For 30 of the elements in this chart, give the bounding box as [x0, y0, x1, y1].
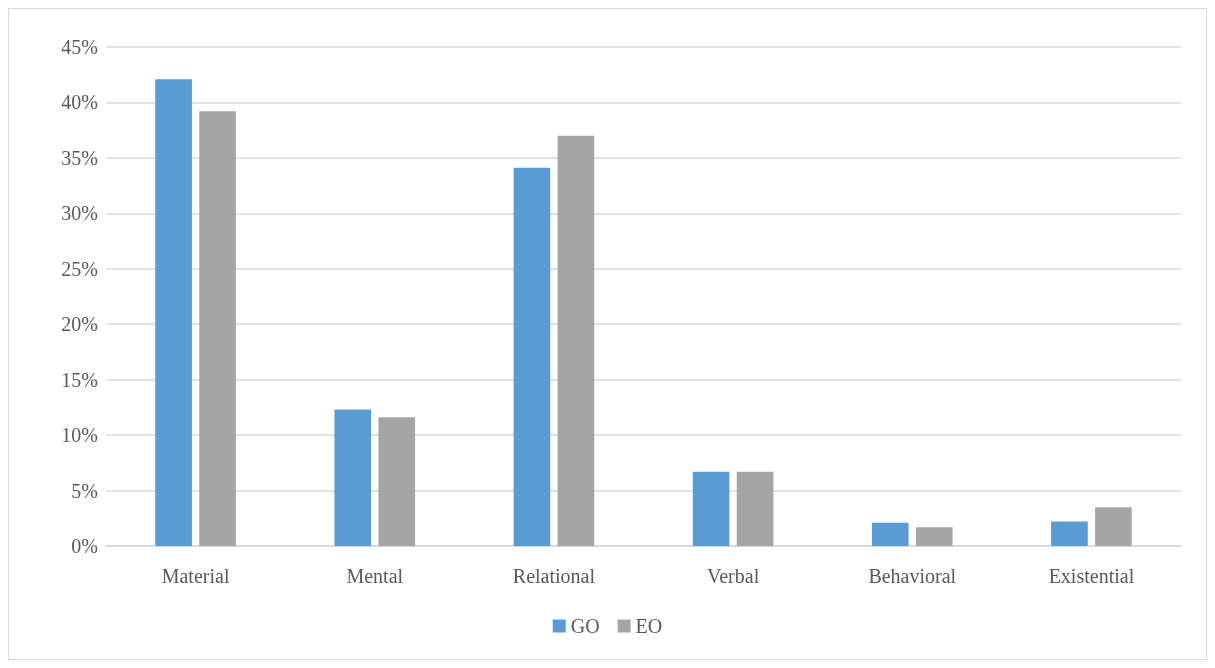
y-tick-label: 25% [61, 257, 98, 280]
bar [557, 135, 595, 546]
y-tick-label: 40% [61, 91, 98, 114]
bar [1051, 521, 1088, 546]
x-tick-label: Mental [346, 565, 404, 587]
x-tick-label: Relational [512, 565, 596, 587]
y-tick-label: 10% [61, 424, 98, 447]
bar [736, 471, 774, 546]
y-tick-label: 45% [61, 36, 98, 58]
bar [692, 471, 730, 546]
bar [334, 409, 372, 546]
bar [199, 111, 236, 546]
y-tick-label: 30% [61, 202, 98, 225]
bar [155, 79, 192, 546]
legend-label: EO [635, 615, 663, 637]
y-tick-label: 0% [71, 535, 98, 557]
x-tick-label: Existential [1048, 565, 1135, 587]
y-tick-label: 5% [71, 479, 98, 502]
bar [513, 167, 551, 546]
y-tick-label: 20% [61, 313, 98, 336]
legend-label: GO [570, 615, 600, 637]
x-tick-label: Behavioral [868, 565, 957, 587]
x-tick-label: Verbal [706, 565, 760, 587]
bar [871, 522, 909, 546]
y-tick-label: 15% [61, 368, 98, 391]
bar [915, 527, 953, 546]
bar [1095, 507, 1132, 546]
bar [378, 417, 416, 546]
y-tick-label: 35% [61, 146, 98, 169]
x-tick-label: Material [161, 565, 230, 587]
